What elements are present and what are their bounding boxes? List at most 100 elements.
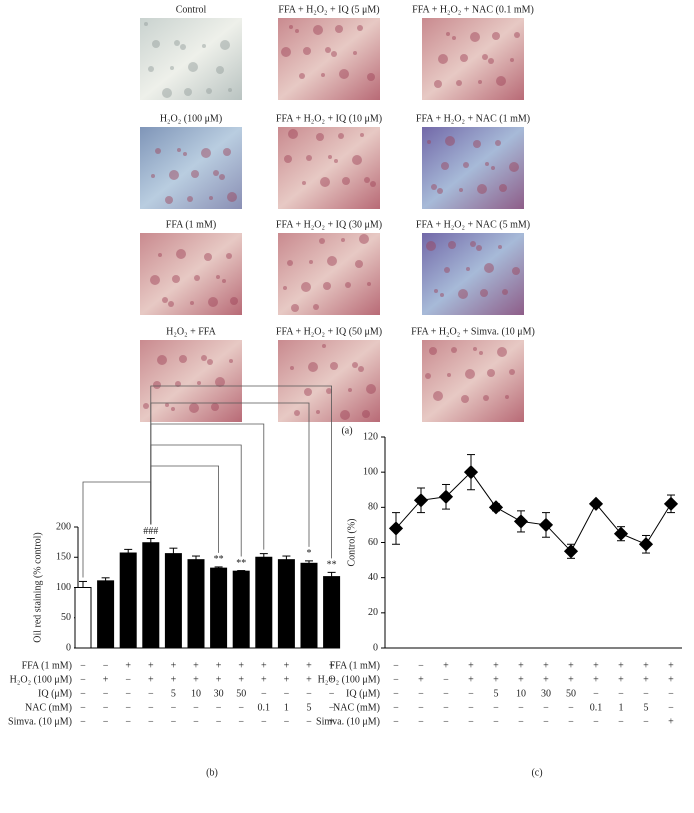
cell-texture xyxy=(427,140,431,144)
condition-value: + xyxy=(518,660,524,671)
cell-texture xyxy=(287,260,293,266)
condition-value: − xyxy=(148,688,154,699)
image-label: FFA + H₂O₂ + Simva. (10 μM) xyxy=(411,326,535,337)
cell-texture xyxy=(355,260,363,268)
condition-label: FFA (1 mM) xyxy=(22,660,72,671)
condition-value: − xyxy=(568,702,574,713)
y-axis-label: Oil red staining (% control) xyxy=(32,532,43,643)
cell-texture xyxy=(509,162,519,172)
cell-texture xyxy=(452,36,456,40)
condition-value: − xyxy=(103,660,109,671)
condition-value: + xyxy=(306,660,312,671)
y-tick-label: 100 xyxy=(363,466,378,477)
cell-texture xyxy=(320,177,330,187)
condition-value: − xyxy=(125,716,131,727)
cell-texture xyxy=(177,148,181,152)
condition-value: − xyxy=(593,716,599,727)
cell-texture xyxy=(463,162,469,168)
condition-value: − xyxy=(103,716,109,727)
cell-texture xyxy=(190,301,194,305)
comparison-bracket xyxy=(150,444,242,557)
condition-value: − xyxy=(418,702,424,713)
cell-texture xyxy=(437,188,443,194)
bar xyxy=(300,562,318,649)
condition-value: − xyxy=(418,660,424,671)
cell-texture xyxy=(321,73,325,77)
cell-texture xyxy=(431,184,437,190)
cell-texture xyxy=(143,403,149,409)
condition-value: − xyxy=(593,688,599,699)
condition-value: 1 xyxy=(284,702,289,713)
cell-texture xyxy=(165,403,169,407)
significance-label: ** xyxy=(214,554,224,565)
cell-texture xyxy=(327,256,337,266)
condition-value: − xyxy=(103,688,109,699)
cell-texture xyxy=(445,136,455,146)
cell-texture xyxy=(168,301,174,307)
bar xyxy=(187,559,205,649)
diamond-marker xyxy=(438,489,454,504)
cell-texture xyxy=(215,377,225,387)
condition-value: − xyxy=(518,702,524,713)
cell-texture xyxy=(228,88,232,92)
condition-value: − xyxy=(284,716,290,727)
cell-texture xyxy=(473,347,477,351)
cell-texture xyxy=(496,76,506,86)
condition-value: − xyxy=(418,716,424,727)
condition-value: − xyxy=(468,688,474,699)
condition-value: + xyxy=(306,674,312,685)
cell-texture xyxy=(446,32,450,36)
condition-value: + xyxy=(238,660,244,671)
cell-texture xyxy=(341,238,345,242)
cell-texture xyxy=(174,40,180,46)
cell-texture xyxy=(358,366,364,372)
image-label: FFA + H₂O₂ + IQ (10 μM) xyxy=(276,113,382,124)
condition-value: − xyxy=(393,660,399,671)
micrograph xyxy=(278,233,380,315)
cell-texture xyxy=(151,174,155,178)
condition-value: − xyxy=(468,716,474,727)
cell-texture xyxy=(335,25,343,33)
cell-texture xyxy=(220,40,230,50)
cell-texture xyxy=(459,188,463,192)
diamond-marker xyxy=(413,493,429,508)
cell-texture xyxy=(176,249,186,259)
cell-texture xyxy=(491,166,495,170)
cell-texture xyxy=(425,373,431,379)
cell-texture xyxy=(162,88,172,98)
cell-texture xyxy=(499,184,507,192)
condition-value: − xyxy=(306,688,312,699)
condition-value: + xyxy=(618,660,624,671)
cell-texture xyxy=(197,381,201,385)
bar xyxy=(277,559,295,649)
condition-value: + xyxy=(125,660,131,671)
cell-texture xyxy=(309,260,313,264)
cell-texture xyxy=(483,395,489,401)
comparison-bracket xyxy=(150,423,265,550)
micrograph xyxy=(140,127,242,209)
cell-texture xyxy=(498,245,502,249)
condition-value: − xyxy=(443,716,449,727)
bar xyxy=(119,552,137,649)
condition-value: + xyxy=(493,674,499,685)
cell-texture xyxy=(290,366,294,370)
condition-value: − xyxy=(125,702,131,713)
cell-texture xyxy=(152,40,160,48)
cell-texture xyxy=(461,395,469,403)
cell-texture xyxy=(299,73,305,79)
cell-texture xyxy=(187,196,193,202)
y-tick-label: 0 xyxy=(66,642,71,653)
cell-texture xyxy=(289,25,293,29)
image-label: Control xyxy=(176,4,207,15)
condition-value: + xyxy=(468,674,474,685)
image-label: FFA + H₂O₂ + NAC (1 mM) xyxy=(416,113,530,124)
cell-texture xyxy=(342,177,350,185)
cell-texture xyxy=(207,359,213,365)
condition-value: + xyxy=(284,660,290,671)
bar xyxy=(142,542,160,649)
condition-value: + xyxy=(643,660,649,671)
y-tick-label: 120 xyxy=(363,431,378,442)
condition-value: − xyxy=(125,688,131,699)
panel-label: (a) xyxy=(341,425,352,436)
